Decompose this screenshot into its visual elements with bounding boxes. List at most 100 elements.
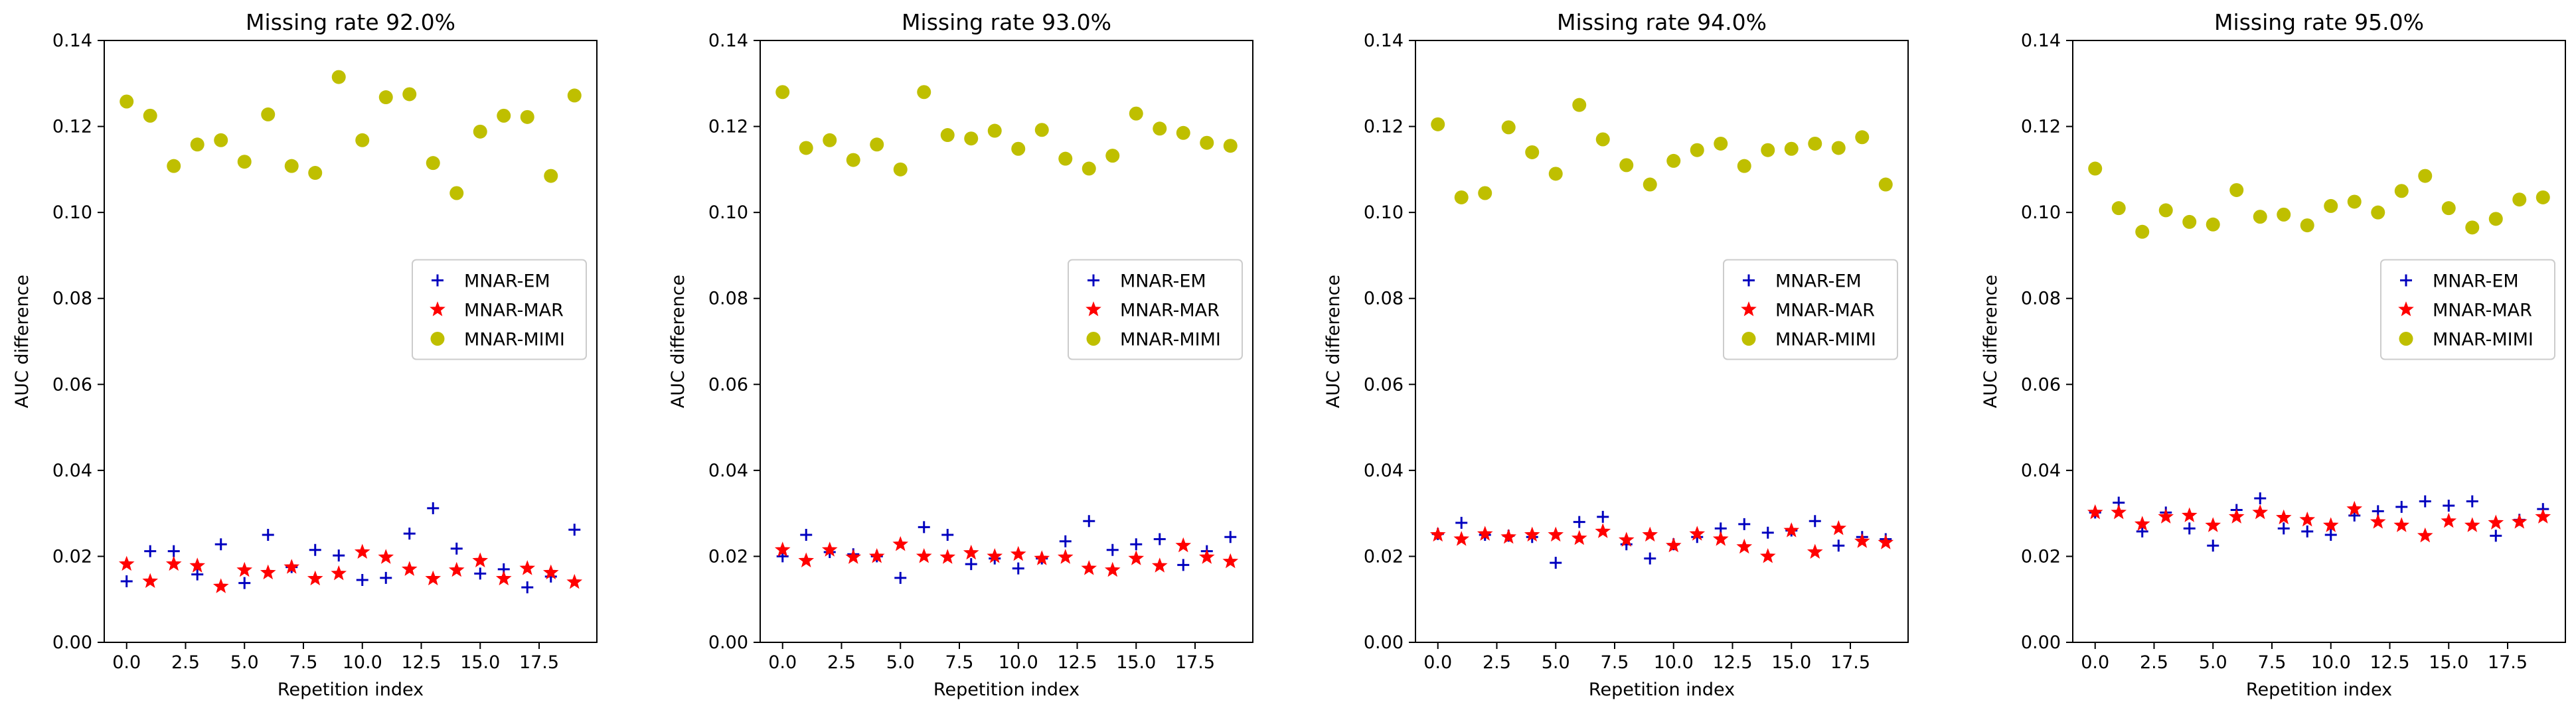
x-tick-label: 2.5 [1483, 652, 1511, 673]
data-point [1643, 177, 1657, 192]
data-point [2228, 508, 2245, 524]
y-tick-label: 0.10 [52, 202, 92, 223]
data-point [402, 87, 417, 102]
data-point [987, 548, 1003, 563]
x-tick-label: 0.0 [112, 652, 141, 673]
data-point [2275, 509, 2292, 525]
data-point [1550, 557, 1562, 569]
data-point [448, 561, 465, 577]
x-tick-label: 17.5 [1830, 652, 1870, 673]
y-tick-label: 0.02 [52, 546, 92, 567]
legend-box [1723, 259, 1898, 360]
y-tick-label: 0.08 [1364, 289, 1404, 309]
data-point [449, 186, 464, 200]
data-point [542, 564, 559, 580]
y-axis-label: AUC difference [12, 275, 33, 408]
legend-marker [430, 332, 445, 346]
data-point [214, 538, 227, 551]
data-point [1176, 125, 1190, 140]
legend-marker [2399, 332, 2413, 346]
series-mnar-mimi [120, 70, 582, 200]
data-point [2135, 224, 2150, 239]
x-tick-label: 12.5 [2370, 652, 2409, 673]
legend-label: MNAR-EM [2433, 271, 2519, 292]
x-tick-label: 10.0 [999, 652, 1038, 673]
data-point [2206, 217, 2220, 232]
data-point [189, 557, 206, 573]
data-point [331, 70, 346, 84]
data-point [1501, 120, 1516, 135]
data-point [1454, 190, 1469, 204]
x-tick-label: 5.0 [2199, 652, 2227, 673]
data-point [568, 524, 581, 536]
data-point [2111, 504, 2127, 520]
data-point [1878, 534, 1894, 549]
data-point [2419, 495, 2431, 508]
data-point [1831, 141, 1846, 155]
legend-marker [2400, 274, 2412, 287]
chart-title: Missing rate 93.0% [902, 9, 1111, 35]
data-point [1572, 98, 1587, 112]
data-point [214, 133, 228, 147]
y-tick-label: 0.04 [1364, 461, 1404, 481]
data-point [2488, 514, 2504, 530]
data-point [165, 555, 182, 571]
y-tick-label: 0.06 [52, 374, 92, 395]
data-point [1525, 145, 1540, 159]
data-point [1761, 526, 1774, 539]
data-point [1059, 535, 1072, 547]
data-point [1619, 158, 1634, 173]
x-tick-label: 15.0 [2429, 652, 2468, 673]
x-tick-label: 7.5 [1601, 652, 1629, 673]
data-point [2182, 214, 2197, 229]
legend: MNAR-EM MNAR-MAR MNAR-MIMI [2380, 259, 2555, 360]
data-point [1177, 559, 1190, 571]
data-point [2087, 504, 2103, 520]
data-point [2393, 517, 2410, 532]
data-point [1714, 136, 1728, 151]
y-tick-label: 0.12 [1364, 117, 1404, 137]
data-point [1106, 543, 1119, 556]
data-point [894, 571, 907, 584]
x-tick-label: 7.5 [2258, 652, 2287, 673]
data-point [236, 561, 253, 577]
x-tick-label: 0.0 [1423, 652, 1452, 673]
chart-panel-2: Missing rate 94.0% 0.00 0.02 0.04 0.06 0.08 0.… [1323, 9, 1909, 700]
y-tick-label: 0.14 [52, 31, 92, 51]
data-point [2181, 507, 2198, 522]
data-point [1595, 523, 1611, 538]
data-point [1455, 516, 1468, 529]
series-mnar-mar [2087, 500, 2551, 543]
legend-marker [1741, 332, 1756, 346]
y-tick-label: 0.00 [2021, 632, 2061, 653]
legend-label: MNAR-EM [1775, 271, 1862, 292]
data-point [2418, 169, 2433, 183]
data-point [1431, 117, 1445, 131]
data-point [2183, 522, 2196, 535]
legend-label: MNAR-MIMI [2433, 330, 2534, 350]
data-point [1736, 538, 1753, 554]
data-point [2465, 220, 2480, 235]
data-point [821, 541, 838, 557]
y-tick-label: 0.10 [708, 202, 748, 223]
data-point [191, 568, 204, 581]
data-point [1712, 531, 1729, 546]
y-tick-label: 0.04 [708, 461, 748, 481]
y-tick-label: 0.12 [708, 117, 748, 137]
data-point [1081, 560, 1097, 575]
data-point [354, 543, 370, 559]
data-point [1524, 526, 1540, 542]
data-point [2205, 517, 2221, 532]
data-point [495, 570, 512, 586]
data-point [473, 124, 487, 139]
data-point [544, 169, 558, 183]
data-point [1011, 141, 1026, 156]
data-point [1595, 132, 1610, 147]
data-point [520, 109, 534, 124]
data-point [2277, 522, 2290, 535]
data-point [566, 573, 583, 589]
data-point [2417, 527, 2433, 543]
plot-frame [104, 40, 598, 643]
series-mnar-mimi [1431, 98, 1893, 204]
data-point [1666, 153, 1681, 168]
